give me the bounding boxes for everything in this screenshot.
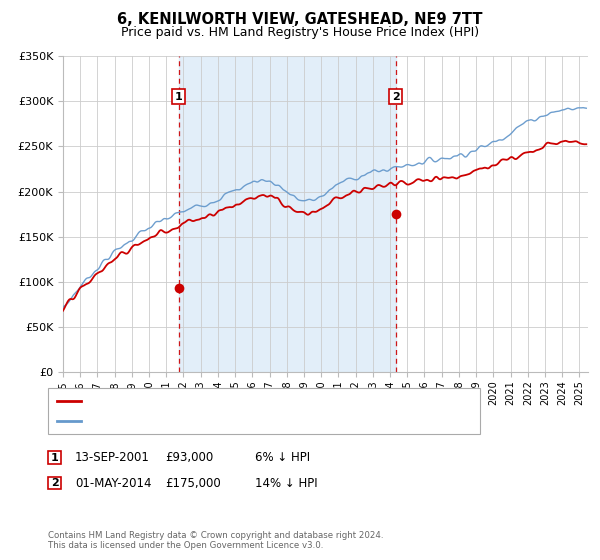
Text: 6, KENILWORTH VIEW, GATESHEAD, NE9 7TT: 6, KENILWORTH VIEW, GATESHEAD, NE9 7TT [117, 12, 483, 27]
Text: 6, KENILWORTH VIEW, GATESHEAD, NE9 7TT (detached house): 6, KENILWORTH VIEW, GATESHEAD, NE9 7TT (… [85, 396, 428, 406]
Text: £93,000: £93,000 [165, 451, 213, 464]
Text: 2: 2 [51, 478, 58, 488]
Text: 6% ↓ HPI: 6% ↓ HPI [255, 451, 310, 464]
Text: 2: 2 [392, 92, 400, 102]
Text: £175,000: £175,000 [165, 477, 221, 490]
Text: 14% ↓ HPI: 14% ↓ HPI [255, 477, 317, 490]
Text: Contains HM Land Registry data © Crown copyright and database right 2024.
This d: Contains HM Land Registry data © Crown c… [48, 530, 383, 550]
Text: 1: 1 [175, 92, 182, 102]
Text: 01-MAY-2014: 01-MAY-2014 [75, 477, 151, 490]
Text: 1: 1 [51, 452, 58, 463]
Text: HPI: Average price, detached house, Gateshead: HPI: Average price, detached house, Gate… [85, 416, 347, 426]
Bar [179, 56, 396, 372]
Text: 13-SEP-2001: 13-SEP-2001 [75, 451, 150, 464]
Text: Price paid vs. HM Land Registry's House Price Index (HPI): Price paid vs. HM Land Registry's House … [121, 26, 479, 39]
